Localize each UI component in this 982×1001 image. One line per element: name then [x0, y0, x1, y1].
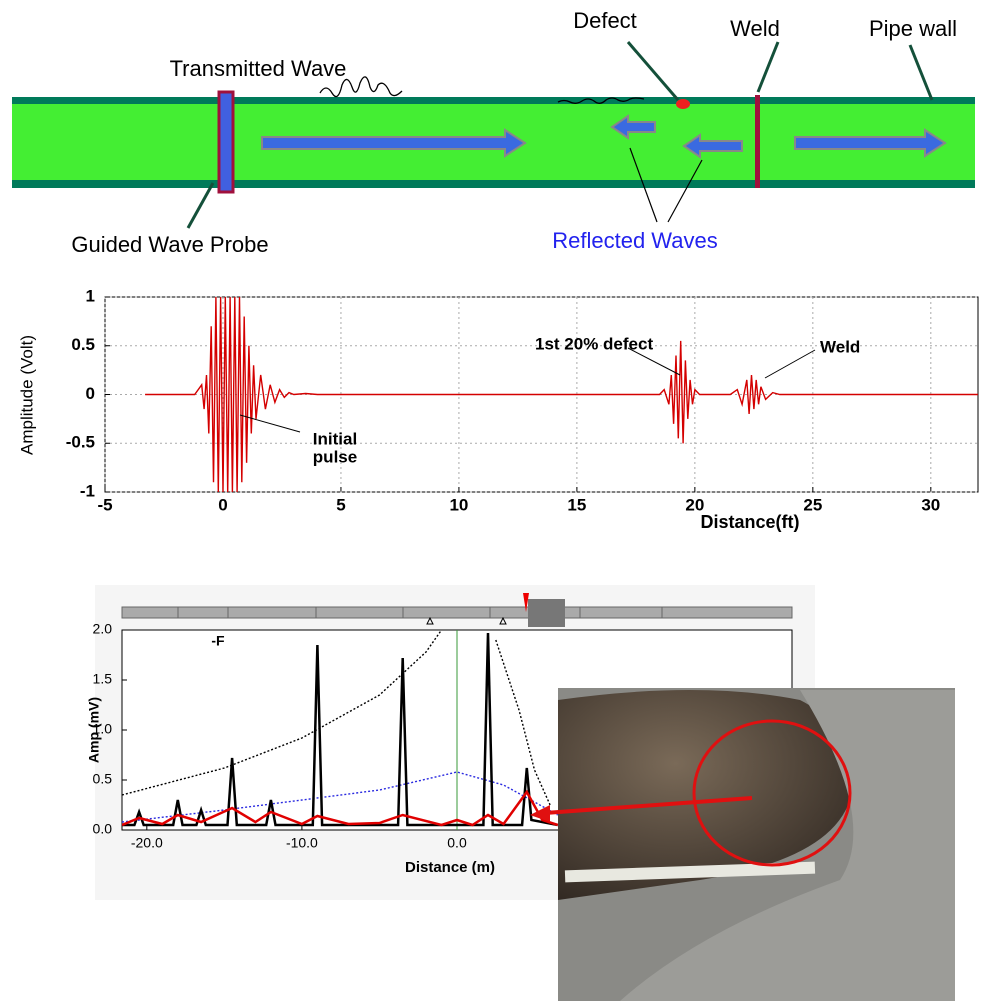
y-tick-label: -1	[80, 481, 95, 500]
x-tick-label: 0	[218, 495, 227, 514]
annotation: 1st 20% defect	[535, 334, 653, 353]
label: Reflected Waves	[552, 228, 717, 253]
x-tick-label: 25	[803, 495, 822, 514]
page: Defect Weld Pipe wall Transmitted Wave G…	[0, 0, 982, 1001]
annotation: pulse	[313, 447, 357, 466]
y-tick-label: -0.5	[66, 433, 95, 452]
y-tick-label: 2.0	[93, 621, 113, 637]
label: Defect	[573, 8, 637, 33]
label: Weld	[730, 16, 780, 41]
y-tick-label: 0	[86, 384, 95, 403]
y-tick-label: 0.5	[93, 771, 113, 787]
photo	[530, 688, 955, 1001]
x-axis-label: Distance (m)	[405, 859, 495, 876]
x-tick-label: 5	[336, 495, 345, 514]
annotation: Initial	[313, 429, 357, 448]
weld	[755, 95, 760, 188]
x-tick-label: -20.0	[131, 835, 163, 851]
y-tick-label: 1	[86, 286, 95, 305]
x-tick-label: 10	[449, 495, 468, 514]
probe	[219, 92, 233, 192]
annotation: -F	[211, 633, 225, 649]
annotation: Weld	[820, 337, 860, 356]
pipe-diagram: Defect Weld Pipe wall Transmitted Wave G…	[12, 8, 975, 257]
figure: Defect Weld Pipe wall Transmitted Wave G…	[0, 0, 982, 1001]
defect-mark	[676, 99, 690, 109]
x-tick-label: 0.0	[447, 835, 467, 851]
x-tick-label: -10.0	[286, 835, 318, 851]
y-tick-label: 0.0	[93, 821, 113, 837]
y-tick-label: 1.5	[93, 671, 113, 687]
x-tick-label: 30	[921, 495, 940, 514]
y-axis-label: Amp (mV)	[86, 697, 102, 763]
x-tick-label: 15	[567, 495, 586, 514]
x-tick-label: -5	[97, 495, 112, 514]
label: Pipe wall	[869, 16, 957, 41]
y-axis-label: Amplitude (Volt)	[17, 335, 36, 455]
label: Transmitted Wave	[170, 56, 347, 81]
y-tick-label: 0.5	[71, 335, 95, 354]
x-axis-label: Distance(ft)	[700, 512, 799, 532]
label: Guided Wave Probe	[71, 232, 268, 257]
